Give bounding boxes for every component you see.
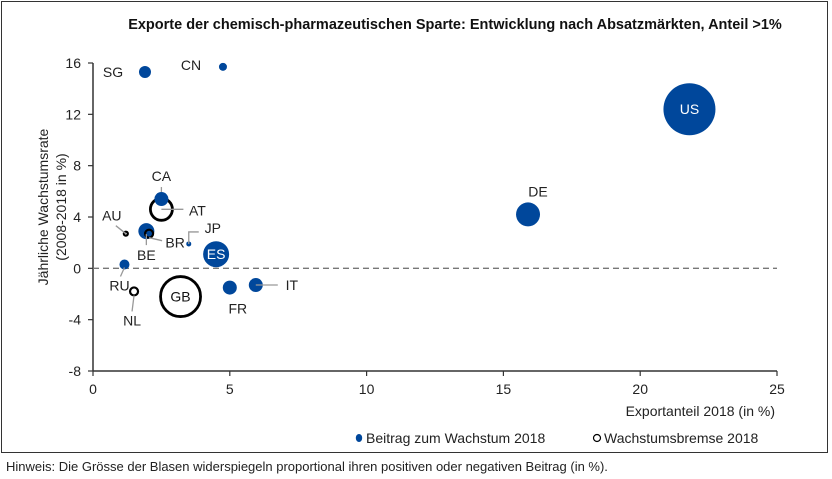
- x-tick-label: 5: [226, 381, 234, 397]
- bubble-label-it: IT: [286, 277, 299, 293]
- bubble-label-de: DE: [528, 183, 547, 199]
- x-tick-label: 15: [496, 381, 512, 397]
- y-tick-label: 0: [73, 260, 81, 276]
- bubble-label-nl: NL: [123, 312, 141, 328]
- bubble-nl: [128, 286, 140, 297]
- footnote: Hinweis: Die Grösse der Blasen widerspie…: [6, 459, 608, 474]
- bubble-gb: [159, 275, 202, 318]
- leader-line-au: [115, 225, 127, 235]
- bubble-label-ru: RU: [109, 277, 129, 293]
- leader-line-jp: [188, 231, 199, 244]
- leader-line-ru: [119, 267, 126, 277]
- bubble-es: [203, 241, 230, 268]
- bubble-label-es: ES: [207, 246, 226, 262]
- x-tick-label: 20: [632, 381, 648, 397]
- chart-title: Exporte der chemisch-pharmazeutischen Sp…: [128, 17, 782, 33]
- x-axis-label: Exportanteil 2018 (in %): [626, 403, 775, 419]
- bubble-label-au: AU: [102, 208, 121, 224]
- bubble-ca: [154, 192, 169, 207]
- x-tick-label: 0: [89, 381, 97, 397]
- bubble-sg: [138, 65, 151, 78]
- bubble-label-ca: CA: [152, 168, 172, 184]
- bubble-label-be: BE: [137, 247, 156, 263]
- bubble-ru: [119, 259, 130, 270]
- legend-item-1: Beitrag zum Wachstum 2018: [355, 430, 545, 446]
- legend-item-2: Wachstumsbremse 2018: [592, 430, 759, 446]
- leader-line-nl: [131, 295, 135, 312]
- bubble-de: [516, 202, 541, 227]
- chart-frame: [1, 1, 828, 453]
- bubble-chart: -8 -4 0 4 8 12 16 0 5 10 15 20 25 Exportanteil 2018 (…: [35, 55, 785, 446]
- legend-label: Wachstumsbremse 2018: [604, 430, 759, 446]
- bubble-label-sg: SG: [103, 64, 123, 80]
- bubble-label-gb: GB: [170, 289, 190, 305]
- y-tick-label: 16: [65, 55, 81, 71]
- legend-marker-hollow: [592, 433, 602, 443]
- y-axis-label: Jährliche Wachstumsrate (2008-2018 in %): [35, 128, 69, 285]
- y-tick-label: -4: [69, 312, 82, 328]
- leader-line-br: [148, 237, 163, 242]
- bubble-it: [248, 278, 263, 293]
- x-tick-label: 10: [359, 381, 375, 397]
- bubble-label-at: AT: [189, 202, 206, 218]
- bubble-us: [663, 83, 716, 136]
- legend: Beitrag zum Wachstum 2018 Wachstumsbremse…: [355, 430, 759, 446]
- bubbles: [119, 62, 716, 318]
- bubble-fr: [222, 280, 237, 295]
- axes: -8 -4 0 4 8 12 16 0 5 10 15 20 25 Exportanteil 2018 (…: [35, 55, 785, 419]
- bubble-au: [122, 230, 129, 237]
- legend-label: Beitrag zum Wachstum 2018: [366, 430, 545, 446]
- bubble-label-us: US: [680, 101, 699, 117]
- x-tick-label: 25: [769, 381, 785, 397]
- bubble-labels: US SG CN DE CA AT AU BE BR JP ES RU NL GB FR IT: [102, 57, 699, 329]
- y-tick-label: 8: [73, 158, 81, 174]
- bubble-label-br: BR: [165, 235, 184, 251]
- bubble-label-cn: CN: [181, 57, 201, 73]
- bubble-label-fr: FR: [228, 301, 247, 317]
- y-tick-label: -8: [69, 363, 82, 379]
- y-tick-label: 4: [73, 209, 81, 225]
- y-axis-label-line: (2008-2018 in %): [53, 153, 69, 260]
- bubble-label-jp: JP: [205, 220, 221, 236]
- y-tick-label: 12: [65, 106, 81, 122]
- y-axis-label-line: Jährliche Wachstumsrate: [35, 128, 51, 285]
- bubble-cn: [218, 62, 227, 71]
- legend-marker-filled: [355, 434, 363, 442]
